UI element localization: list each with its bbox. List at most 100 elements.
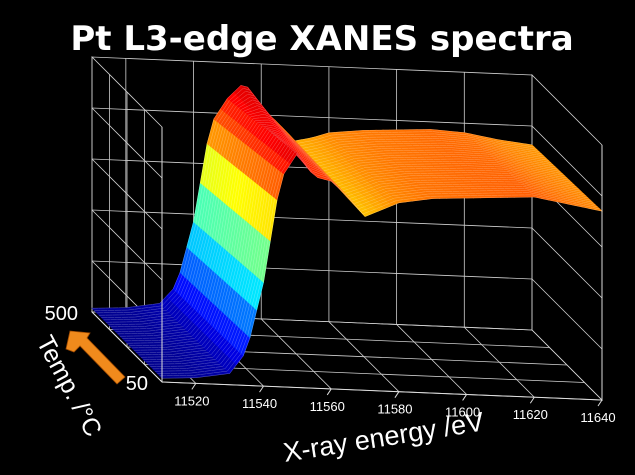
spectrum-line-segment (526, 165, 533, 167)
spectrum-line-segment (361, 172, 369, 176)
spectrum-line-segment (264, 127, 272, 130)
spectrum-line-segment (159, 310, 167, 312)
spectrum-line-segment (469, 142, 476, 144)
spectrum-line-segment (286, 135, 295, 142)
spectrum-line-segment (185, 335, 193, 338)
spectrum-line-segment (207, 239, 215, 267)
spectrum-line-segment (160, 318, 167, 320)
spectrum-line-segment (185, 321, 193, 330)
spectrum-line-segment (518, 142, 526, 145)
spectrum-line-segment (227, 119, 235, 131)
spectrum-line-segment (450, 131, 458, 133)
spectrum-line-segment (477, 135, 485, 138)
spectrum-line-segment (539, 172, 547, 175)
spectrum-line-segment (370, 151, 378, 153)
spectrum-line-segment (169, 335, 177, 337)
spectrum-line-segment (236, 126, 245, 138)
spectrum-line-segment (146, 304, 153, 306)
spectrum-line-segment (308, 145, 316, 148)
spectrum-line-segment (533, 176, 541, 179)
spectrum-line-segment (255, 125, 263, 137)
spectrum-line-segment (363, 144, 371, 146)
spectrum-line-segment (450, 137, 458, 139)
spectrum-line-segment (179, 247, 188, 273)
spectrum-line-segment (366, 169, 374, 171)
spectrum-line-segment (195, 184, 203, 224)
spectrum-line-segment (533, 171, 540, 174)
spectrum-line-segment (196, 294, 204, 312)
spectrum-line-segment (227, 91, 235, 99)
spectrum-line-segment (202, 235, 211, 262)
spectrum-line-segment (203, 300, 211, 318)
spectrum-line-segment (486, 138, 494, 141)
spectrum-line-segment (475, 138, 483, 141)
spectrum-line-segment (361, 149, 368, 151)
spectrum-line-segment (191, 225, 199, 252)
spectrum-line-segment (558, 179, 565, 182)
spectrum-line-segment (236, 111, 244, 122)
chart-title: Pt L3-edge XANES spectra (70, 19, 573, 59)
spectrum-line-segment (324, 134, 332, 138)
spectrum-line-segment (304, 149, 312, 152)
spectrum-line-segment (527, 151, 535, 153)
spectrum-line-segment (334, 181, 342, 184)
spectrum-line-segment (494, 150, 501, 153)
spectrum-line-segment (253, 123, 261, 135)
spectrum-line-segment (349, 152, 357, 155)
spectrum-line-segment (153, 311, 160, 313)
spectrum-line-segment (177, 276, 185, 294)
spectrum-line-segment (268, 119, 276, 124)
spectrum-line-segment (230, 167, 238, 208)
spectrum-line-segment (498, 144, 506, 147)
spectrum-line-segment (519, 168, 527, 171)
spectrum-line-segment (530, 158, 538, 161)
spectrum-line-segment (144, 317, 152, 319)
spectrum-line-segment (499, 159, 506, 162)
spectrum-line-segment (457, 137, 465, 139)
spectrum-line-segment (349, 145, 357, 147)
spectrum-line-segment (534, 163, 542, 165)
spectrum-line-segment (513, 172, 520, 175)
spectrum-line-segment (225, 209, 234, 251)
spectrum-line-segment (363, 166, 371, 169)
spectrum-line-segment (502, 143, 510, 146)
spectrum-line-segment (519, 163, 527, 166)
spectrum-line-segment (165, 338, 173, 340)
spectrum-line-segment (516, 156, 524, 159)
spectrum-line-segment (354, 165, 362, 169)
x-tick-mark (597, 399, 603, 407)
spectrum-line-segment (229, 94, 237, 101)
spectrum-line-segment (365, 139, 373, 141)
spectrum-line-segment (246, 150, 254, 176)
spectrum-line-segment (487, 143, 494, 146)
spectrum-line-segment (464, 132, 472, 135)
spectrum-line-segment (510, 170, 518, 173)
spectrum-line-segment (237, 173, 245, 214)
spectrum-line-segment (313, 150, 321, 153)
spectrum-line-segment (315, 143, 323, 146)
spectrum-line-segment (338, 158, 346, 161)
spectrum-line-segment (484, 136, 492, 139)
spectrum-line-segment (165, 330, 172, 332)
spectrum-line-segment (169, 327, 177, 329)
spectrum-line-segment (169, 343, 177, 345)
spectrum-line-segment (166, 288, 174, 297)
spectrum-line-segment (189, 311, 197, 320)
spectrum-line-segment (379, 167, 387, 170)
spectrum-line-segment (536, 154, 544, 157)
spectrum-line-segment (388, 169, 396, 171)
spectrum-line-segment (161, 298, 169, 306)
spectrum-line-segment (448, 134, 456, 137)
spectrum-line-segment (466, 140, 474, 142)
spectrum-line-segment (255, 141, 263, 153)
back-grid-line (91, 260, 533, 280)
spectrum-line-segment (173, 324, 181, 326)
spectrum-line-segment (308, 136, 316, 139)
spectrum-line-segment (141, 307, 149, 309)
spectrum-line-segment (214, 278, 223, 306)
spectrum-line-segment (245, 99, 253, 104)
spectrum-line-segment (189, 287, 197, 305)
spectrum-line-segment (519, 173, 527, 176)
spectrum-line-segment (240, 85, 248, 88)
spectrum-line-segment (459, 133, 467, 136)
